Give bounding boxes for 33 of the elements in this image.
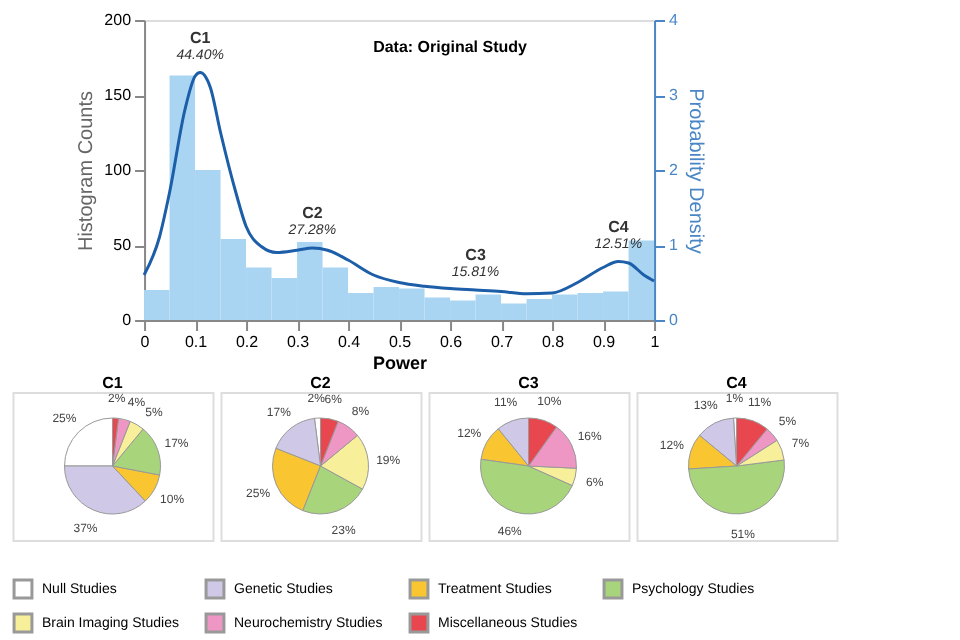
x-tick-label: 0.8 bbox=[541, 333, 566, 351]
x-tick-label: 1 bbox=[650, 333, 661, 351]
y-axis-title: Histogram Counts bbox=[76, 90, 99, 252]
y-tick-label: 0 bbox=[122, 311, 133, 329]
y-tick-label: 100 bbox=[104, 161, 133, 179]
y2-tick-label: 1 bbox=[669, 236, 680, 254]
x-tick-label: 0.3 bbox=[286, 333, 311, 351]
y2-tick-label: 0 bbox=[669, 311, 680, 329]
x-tick-label: 0.1 bbox=[184, 333, 209, 351]
x-tick-label: 0 bbox=[140, 333, 151, 351]
y2-tick-label: 4 bbox=[669, 11, 680, 29]
y-tick-label: 50 bbox=[113, 236, 133, 254]
text: Data: Original Study bbox=[373, 38, 529, 56]
y-tick-label: 200 bbox=[104, 11, 133, 29]
chart-title: C2 bbox=[310, 374, 332, 392]
x-tick-label: 0.2 bbox=[235, 333, 260, 351]
x-tick-label: 0.9 bbox=[592, 333, 617, 351]
annotation: C4 bbox=[608, 217, 630, 236]
y2-tick-label: 2 bbox=[669, 161, 680, 179]
y2-axis-title: Probability Density bbox=[683, 88, 706, 254]
annotation: C1 bbox=[189, 28, 212, 47]
x-tick-label: 0.4 bbox=[337, 333, 362, 351]
annotation: C3 bbox=[465, 246, 487, 264]
annotation: C2 bbox=[302, 204, 324, 222]
x-tick-label: 0.7 bbox=[490, 333, 515, 351]
y2-tick-label: 3 bbox=[669, 86, 680, 104]
chart-title: C1 bbox=[102, 374, 124, 392]
y-tick-label: 150 bbox=[104, 86, 133, 104]
chart-title: C3 bbox=[518, 374, 540, 392]
x-tick-label: 0.6 bbox=[439, 333, 464, 351]
chart-title: C4 bbox=[726, 374, 748, 392]
x-axis-title: Power bbox=[373, 353, 429, 373]
x-tick-label: 0.5 bbox=[388, 333, 413, 351]
